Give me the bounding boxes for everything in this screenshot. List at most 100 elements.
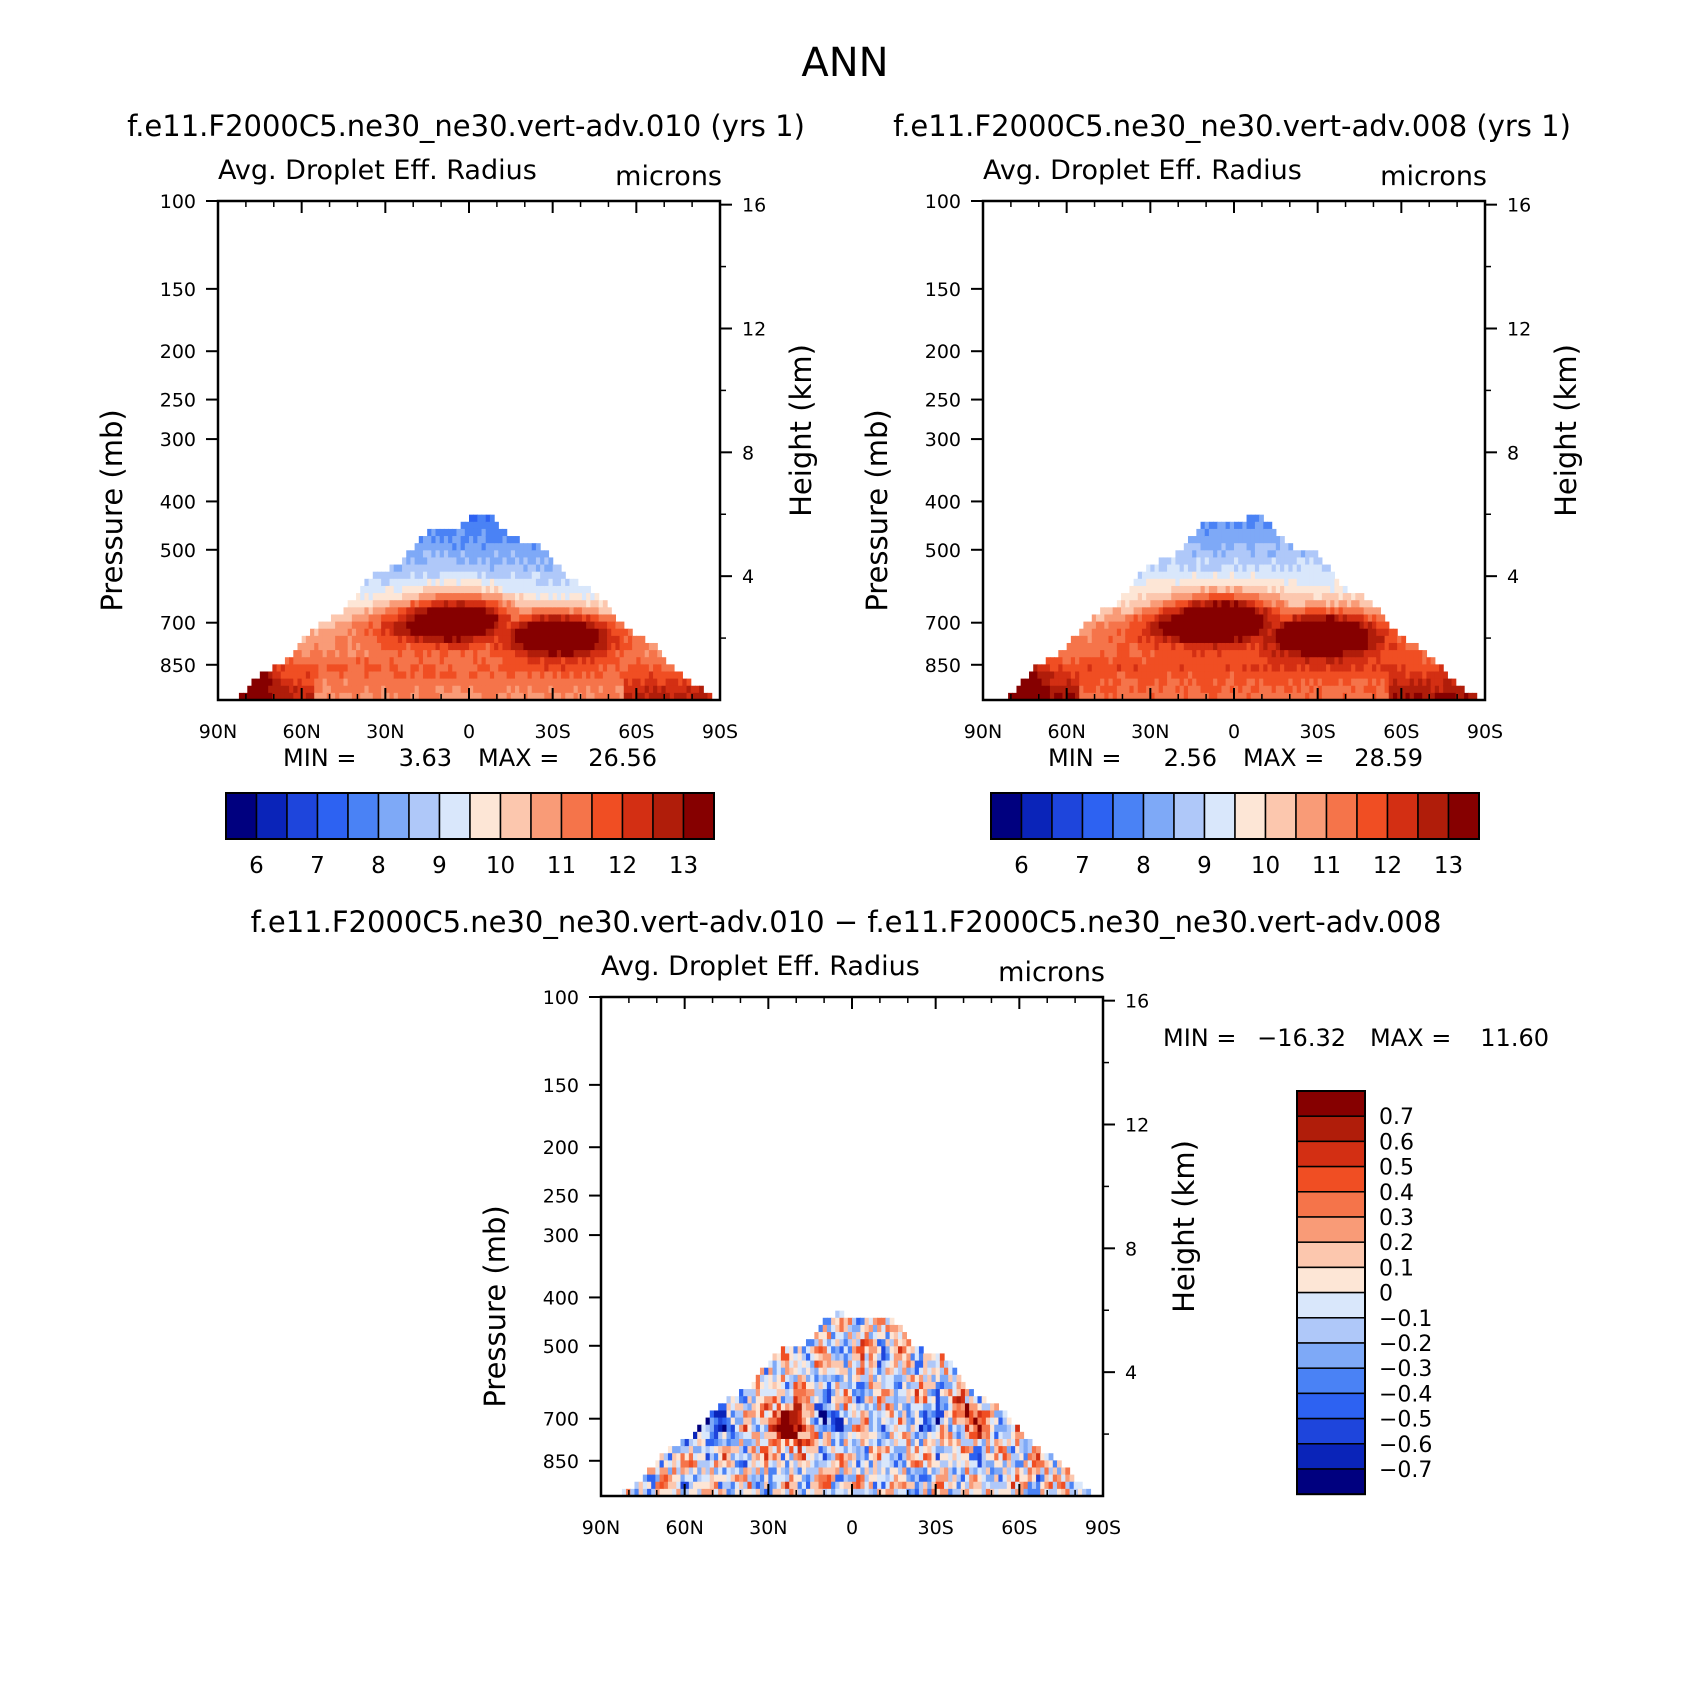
heatmap-cell — [734, 1431, 740, 1440]
heatmap-cell — [1049, 685, 1055, 694]
heatmap-cell — [318, 628, 324, 637]
heatmap-cell — [1070, 635, 1076, 644]
heatmap-cell — [914, 1381, 920, 1390]
heatmap-cell — [1091, 650, 1097, 658]
heatmap-cell — [697, 1431, 702, 1440]
heatmap-cell — [469, 678, 474, 687]
heatmap-cell — [623, 671, 629, 680]
heatmap-cell — [485, 621, 491, 630]
heatmap-cell — [793, 1374, 799, 1383]
heatmap-cell — [785, 1417, 790, 1426]
heatmap-cell — [747, 1481, 753, 1490]
heatmap-cell — [1313, 607, 1319, 616]
heatmap-cell — [918, 1353, 924, 1362]
heatmap-cell — [615, 621, 621, 630]
heatmap-cell — [734, 1424, 740, 1433]
heatmap-cell — [780, 1474, 786, 1483]
heatmap-cell — [1326, 564, 1331, 573]
heatmap-cell — [893, 1460, 899, 1469]
heatmap-cell — [1280, 600, 1285, 608]
heatmap-cell — [1401, 671, 1407, 680]
heatmap-cell — [469, 514, 474, 523]
heatmap-cell — [565, 657, 570, 665]
heatmap-cell — [826, 1453, 832, 1461]
heatmap-cell — [1292, 593, 1298, 601]
heatmap-cell — [389, 692, 395, 701]
heatmap-cell — [864, 1332, 870, 1340]
heatmap-cell — [939, 1431, 945, 1440]
heatmap-cell — [918, 1481, 924, 1490]
heatmap-cell — [856, 1381, 861, 1390]
heatmap-cell — [1409, 671, 1415, 680]
heatmap-cell — [952, 1374, 958, 1383]
heatmap-cell — [410, 657, 416, 665]
heatmap-cell — [1367, 664, 1373, 673]
heatmap-cell — [460, 635, 466, 644]
heatmap-cell — [722, 1410, 728, 1419]
colorbar-swatch — [621, 792, 654, 840]
heatmap-cell — [935, 1353, 941, 1362]
heatmap-cell — [889, 1438, 895, 1447]
heatmap-cell — [506, 564, 512, 573]
heatmap-cell — [1112, 642, 1118, 651]
heatmap-cell — [826, 1460, 832, 1469]
heatmap-cell — [1217, 550, 1223, 559]
colorbar-swatch — [1173, 792, 1206, 840]
heatmap-cell — [414, 657, 420, 665]
colorbar-swatch — [255, 792, 288, 840]
heatmap-cell — [393, 564, 399, 573]
heatmap-cell — [785, 1474, 790, 1483]
heatmap-cell — [755, 1460, 761, 1469]
heatmap-cell — [772, 1481, 778, 1490]
heatmap-cell — [847, 1339, 853, 1347]
heatmap-cell — [935, 1431, 941, 1440]
heatmap-cell — [1426, 657, 1432, 665]
heatmap-cell — [1133, 628, 1139, 637]
heatmap-cell — [1296, 585, 1302, 594]
heatmap-cell — [981, 1481, 987, 1490]
heatmap-cell — [469, 536, 474, 544]
heatmap-cell — [381, 650, 386, 658]
heatmap-cell — [747, 1424, 753, 1433]
heatmap-cell — [864, 1424, 870, 1433]
panel1-plot: 90N 60N 30N 0 30S 60S 90S100150200250300400500… — [95, 155, 818, 743]
heatmap-cell — [810, 1360, 815, 1369]
heatmap-cell — [960, 1381, 966, 1390]
heatmap-cell — [665, 685, 671, 694]
heatmap-cell — [1380, 678, 1386, 687]
heatmap-cell — [1141, 578, 1147, 587]
heatmap-cell — [956, 1389, 962, 1397]
heatmap-cell — [730, 1446, 736, 1454]
heatmap-cell — [498, 692, 504, 701]
heatmap-cell — [1221, 557, 1227, 566]
heatmap-cell — [318, 642, 324, 651]
colorbar-swatch — [1417, 792, 1450, 840]
heatmap-cell — [1121, 692, 1126, 701]
heatmap-cell — [931, 1467, 937, 1476]
heatmap-cell — [902, 1360, 907, 1369]
heatmap-cell — [877, 1360, 882, 1369]
heatmap-cell — [1330, 600, 1335, 608]
heatmap-cell — [573, 685, 579, 694]
heatmap-cell — [651, 1474, 656, 1483]
heatmap-cell — [1284, 671, 1289, 680]
heatmap-cell — [864, 1481, 870, 1490]
heatmap-cell — [581, 685, 587, 694]
heatmap-cell — [406, 564, 412, 573]
heatmap-cell — [406, 600, 412, 608]
heatmap-cell — [1171, 600, 1177, 608]
heatmap-cell — [506, 628, 512, 637]
heatmap-cell — [864, 1417, 870, 1426]
heatmap-cell — [1029, 685, 1034, 694]
heatmap-cell — [1380, 671, 1386, 680]
heatmap-cell — [856, 1389, 861, 1397]
heatmap-cell — [523, 557, 529, 566]
heatmap-cell — [456, 685, 462, 694]
heatmap-cell — [990, 1410, 995, 1419]
heatmap-cell — [535, 593, 541, 601]
heatmap-cell — [877, 1374, 882, 1383]
heatmap-cell — [1355, 614, 1361, 623]
heatmap-cell — [977, 1488, 983, 1497]
heatmap-cell — [676, 1460, 682, 1469]
heatmap-cell — [364, 635, 370, 644]
